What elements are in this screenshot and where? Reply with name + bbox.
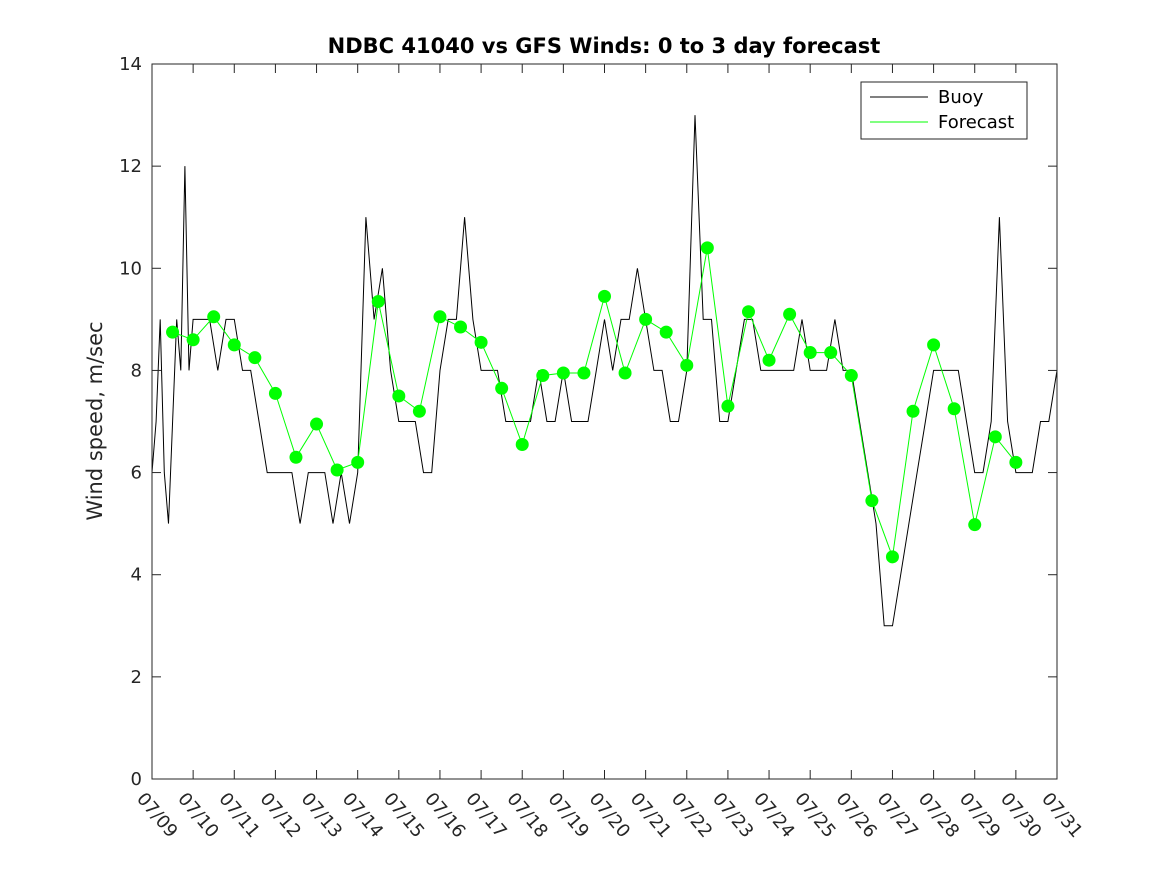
y-tick-label: 12 <box>119 156 142 177</box>
forecast-point <box>618 366 632 380</box>
forecast-point <box>1009 455 1023 469</box>
forecast-line <box>172 247 1017 557</box>
forecast-point <box>433 310 447 324</box>
forecast-point <box>803 346 817 360</box>
forecast-point <box>598 289 611 303</box>
forecast-series <box>172 247 1017 557</box>
y-tick-label: 2 <box>131 667 142 688</box>
forecast-point <box>248 351 262 365</box>
y-tick-label: 0 <box>131 769 142 790</box>
forecast-point <box>721 399 735 413</box>
forecast-point <box>556 366 570 380</box>
forecast-point <box>268 386 282 400</box>
forecast-point <box>454 320 468 334</box>
forecast-point <box>289 450 303 464</box>
forecast-point <box>371 294 385 308</box>
forecast-point <box>536 369 550 383</box>
y-tick-label: 8 <box>131 360 142 381</box>
forecast-point <box>351 455 365 469</box>
forecast-point <box>207 310 221 324</box>
forecast-point <box>988 430 1002 444</box>
y-axis: 0 2 4 6 8 10 12 14 <box>119 54 1057 790</box>
forecast-point <box>392 389 406 403</box>
forecast-point <box>310 417 324 431</box>
forecast-point <box>947 402 961 416</box>
y-tick-label: 4 <box>131 565 142 586</box>
y-tick-label: 10 <box>119 258 142 279</box>
forecast-point <box>474 335 488 349</box>
y-tick-label: 6 <box>131 463 142 484</box>
forecast-point <box>680 358 694 372</box>
y-axis-label: Wind speed, m/sec <box>83 321 107 520</box>
forecast-point <box>186 333 200 347</box>
forecast-point <box>762 353 776 367</box>
forecast-point <box>741 305 755 319</box>
forecast-point <box>927 338 941 352</box>
forecast-point <box>515 437 529 451</box>
forecast-point <box>968 518 982 532</box>
forecast-point <box>166 325 180 339</box>
forecast-point <box>906 404 920 418</box>
y-tick-label: 14 <box>119 54 142 75</box>
legend: Buoy Forecast <box>860 81 1028 140</box>
forecast-point <box>824 346 838 360</box>
forecast-point <box>783 307 797 321</box>
buoy-line <box>151 115 1058 627</box>
forecast-point <box>659 325 673 339</box>
forecast-point <box>700 241 714 255</box>
buoy-series <box>151 115 1058 627</box>
forecast-point <box>639 312 653 326</box>
legend-forecast-label: Forecast <box>938 112 1014 133</box>
chart-title: NDBC 41040 vs GFS Winds: 0 to 3 day fore… <box>328 34 881 58</box>
legend-box <box>860 81 1028 140</box>
forecast-point <box>844 369 858 383</box>
forecast-markers <box>166 241 1023 564</box>
forecast-point <box>412 404 426 418</box>
plot-area <box>152 64 1057 779</box>
forecast-point <box>227 338 241 352</box>
forecast-point <box>865 494 879 508</box>
forecast-point <box>577 366 591 380</box>
forecast-point <box>495 381 509 395</box>
legend-buoy-label: Buoy <box>938 87 984 108</box>
forecast-point <box>330 463 344 477</box>
forecast-point <box>885 550 899 564</box>
